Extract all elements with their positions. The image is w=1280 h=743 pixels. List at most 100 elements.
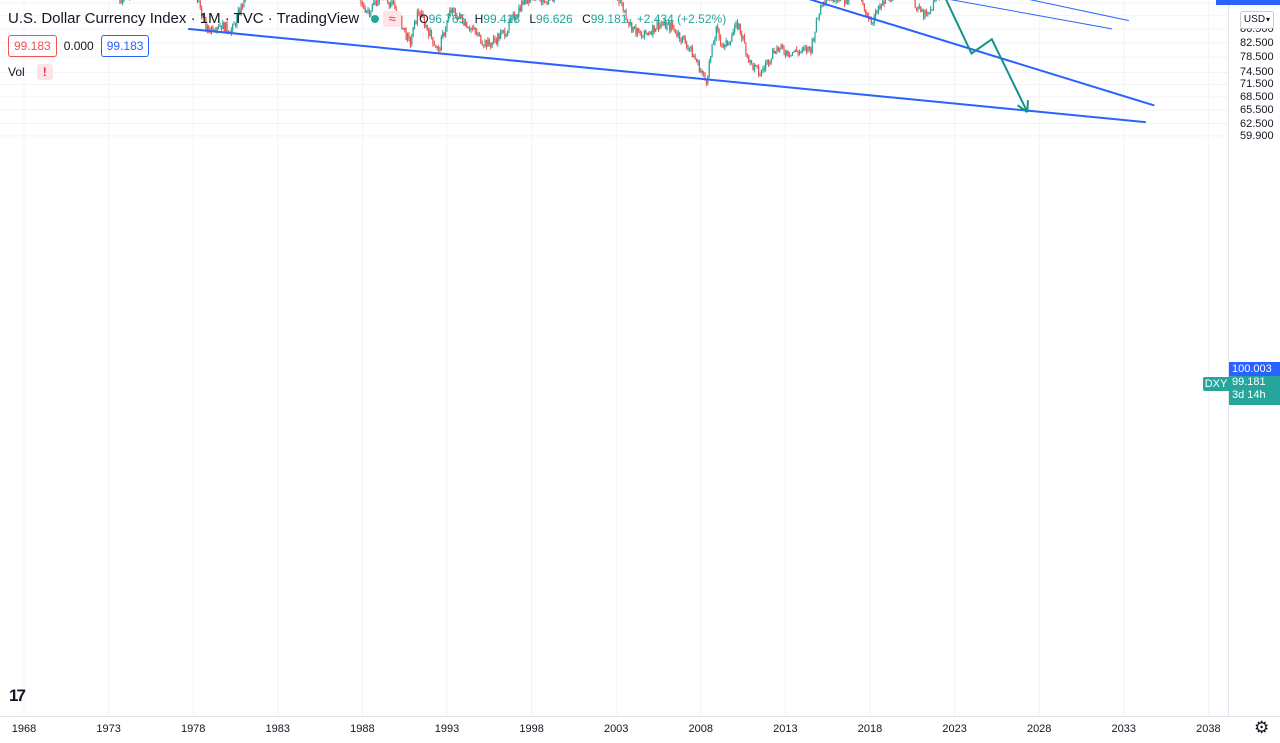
time-tick-label: 2038 [1196,723,1220,735]
candle-up [922,10,923,12]
candle-down [703,73,704,74]
candle-up [374,1,375,3]
candle-up [714,38,715,43]
candle-down [782,45,783,48]
price-tick-label: 62.500 [1240,118,1274,130]
candle-down [504,30,505,36]
candle-up [878,6,879,12]
sell-button[interactable]: 99.183 [8,35,57,57]
candle-up [881,5,882,9]
candle-up [750,60,751,62]
candle-up [441,37,442,51]
price-tick-label: 82.500 [1240,37,1274,49]
time-tick-label: 2008 [689,723,713,735]
candle-down [528,0,529,3]
candle-up [779,48,780,51]
candle-down [783,48,784,53]
projection-path[interactable] [941,0,1028,112]
data-delay-icon[interactable]: ≈ [383,11,401,27]
candle-up [644,30,645,37]
candle-down [428,30,429,36]
candle-up [738,24,739,29]
candle-down [469,28,470,30]
candle-up [845,0,846,4]
candle-up [391,1,392,4]
candle-up [524,0,525,4]
candle-down [758,67,759,75]
candle-up [816,19,817,32]
candle-down [547,3,548,5]
market-status-icon[interactable] [371,15,379,23]
bar-countdown: 3d 14h [1232,389,1280,402]
symbol-tag: DXY [1203,377,1229,391]
candle-up [554,0,555,1]
candle-up [373,3,374,5]
candle-down [755,65,756,66]
candle-down [552,0,553,1]
candle-up [761,70,762,75]
candle-up [799,52,800,54]
candle-up [710,56,711,62]
candle-up [633,27,634,31]
candle-down [496,40,497,44]
candle-up [724,45,725,47]
close-label: C [582,12,591,26]
candle-up [919,7,920,8]
candle-down [479,34,480,35]
candle-up [771,58,772,61]
candle-down [685,38,686,43]
candle-up [803,48,804,49]
time-tick-label: 2003 [604,723,628,735]
price-tick-label: 74.500 [1240,66,1274,78]
candle-down [757,65,758,66]
candle-up [772,50,773,58]
candle-down [745,43,746,54]
price-tick-label: 78.500 [1240,51,1274,63]
candle-down [621,3,622,4]
candle-up [429,30,430,36]
candle-up [927,14,928,15]
candle-down [796,50,797,52]
candle-up [885,0,886,4]
currency-button[interactable]: USD▾ [1240,11,1274,29]
candle-down [889,0,890,1]
candle-up [836,0,837,1]
candle-up [682,36,683,42]
candle-up [507,31,508,35]
candle-up [802,48,803,51]
candle-up [530,0,531,3]
candle-up [503,30,504,31]
candle-up [642,37,643,38]
candle-down [751,60,752,63]
candle-down [692,47,693,58]
buy-button[interactable]: 99.183 [101,35,150,57]
time-tick-label: 1973 [96,723,120,735]
candle-up [122,0,123,3]
tradingview-logo-icon[interactable]: 17 [9,686,24,706]
volume-label[interactable]: Vol [8,65,25,79]
candle-down [790,55,791,56]
candle-down [494,38,495,40]
candle-down [719,30,720,37]
projection-line [941,0,1027,112]
symbol-title[interactable]: U.S. Dollar Currency Index · 1M · TVC · … [8,10,359,27]
candle-up [789,55,790,56]
candle-down [645,30,646,33]
gear-icon[interactable]: ⚙ [1254,718,1269,738]
candle-down [679,32,680,39]
warning-icon[interactable]: ! [37,64,53,80]
candle-up [754,65,755,70]
candle-down [640,33,641,34]
candle-down [675,29,676,33]
candle-down [544,0,545,2]
candle-down [720,37,721,43]
candle-down [489,39,490,44]
candle-up [411,37,412,45]
candle-down [197,0,198,2]
candle-down [876,11,877,12]
candle-down [686,43,687,47]
time-tick-label: 2023 [942,723,966,735]
time-tick-label: 2018 [858,723,882,735]
candle-up [700,71,701,72]
